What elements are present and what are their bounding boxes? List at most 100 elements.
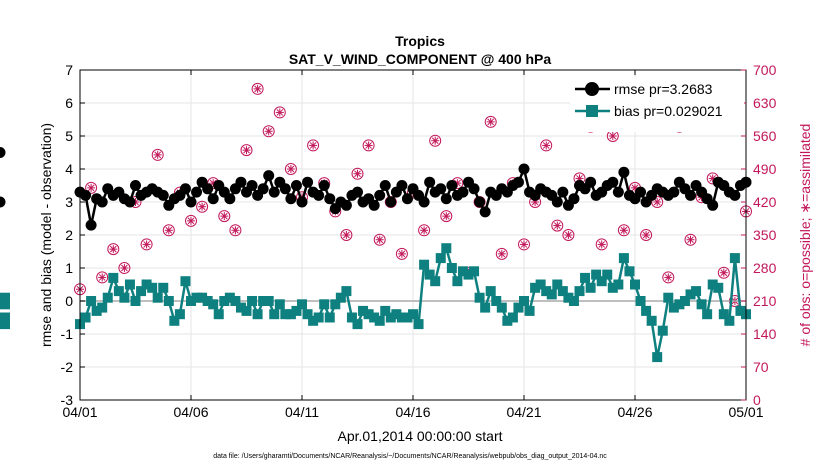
y-tick-label-right: 630	[753, 95, 777, 111]
legend-rmse-label: rmse pr=3.2683	[614, 81, 713, 97]
rmse-point	[302, 176, 314, 188]
rmse-point	[424, 176, 436, 188]
y-tick-label: -1	[61, 326, 74, 342]
bias-point	[0, 292, 10, 303]
bias-point	[0, 312, 10, 323]
rmse-point	[96, 196, 108, 208]
obs-possible-marker	[96, 271, 109, 284]
y-tick-label: -3	[61, 392, 74, 408]
bias-point	[602, 269, 613, 280]
bias-point	[480, 302, 491, 313]
bias-point	[663, 292, 674, 303]
bias-point	[524, 305, 535, 316]
bias-point	[341, 286, 352, 297]
bias-point	[496, 302, 507, 313]
y-tick-label-right: 700	[753, 62, 777, 78]
rmse-point	[385, 196, 397, 208]
bias-point	[241, 305, 252, 316]
obs-possible-marker	[185, 214, 197, 227]
legend-rmse-marker	[585, 82, 599, 96]
bias-point	[457, 266, 468, 277]
rmse-series	[0, 147, 752, 231]
bias-point	[630, 279, 640, 290]
obs-possible-marker	[684, 233, 697, 246]
bias-point	[86, 296, 97, 306]
obs-possible-marker	[85, 181, 98, 194]
obs-possible-marker	[429, 134, 442, 147]
obs-possible-marker	[273, 106, 286, 119]
rmse-point	[191, 186, 203, 198]
obs-possible-marker	[240, 144, 253, 157]
legend: rmse pr=3.2683 bias pr=0.029021	[570, 77, 744, 132]
bias-point	[657, 325, 668, 336]
rmse-point	[551, 196, 563, 208]
rmse-point	[668, 186, 680, 198]
rmse-point	[179, 183, 191, 195]
bias-point	[408, 309, 418, 320]
rmse-point	[207, 193, 219, 205]
rmse-point	[285, 193, 297, 205]
bias-point	[297, 299, 307, 310]
x-tick-label: 04/01	[62, 404, 97, 420]
bias-point	[419, 259, 430, 270]
bias-point	[635, 296, 646, 306]
x-axis-label: Apr.01,2014 00:00:00 start	[337, 428, 502, 444]
bias-point	[691, 286, 702, 297]
bias-point	[158, 282, 169, 293]
bias-point	[263, 296, 274, 306]
rmse-point	[80, 189, 92, 201]
bias-point	[685, 289, 696, 300]
rmse-point	[0, 196, 6, 208]
bias-point	[441, 243, 452, 254]
rmse-point	[568, 193, 580, 205]
obs-possible-marker	[218, 210, 231, 223]
bias-point	[674, 299, 685, 310]
obs-possible-marker	[373, 233, 386, 246]
rmse-point	[435, 183, 447, 195]
bias-point	[252, 309, 263, 320]
bias-point	[369, 312, 380, 323]
bias-point	[130, 296, 141, 306]
bias-point	[186, 296, 196, 306]
obs-possible-marker	[162, 224, 175, 237]
rmse-point	[379, 180, 391, 191]
bias-point	[285, 309, 296, 320]
bias-point	[319, 299, 330, 310]
bias-point	[724, 315, 735, 326]
bias-point	[613, 279, 624, 290]
bias-point	[174, 309, 185, 320]
bias-point	[435, 253, 446, 264]
x-tick-label: 04/16	[395, 404, 430, 420]
rmse-point	[340, 199, 352, 211]
bias-point	[380, 305, 391, 316]
obs-possible-marker	[307, 139, 320, 152]
obs-possible-marker	[640, 229, 653, 241]
bias-point	[313, 312, 324, 323]
bias-point	[113, 286, 124, 297]
y-tick-label: 7	[65, 62, 73, 78]
chart-title: Tropics	[395, 33, 445, 49]
bias-point	[557, 286, 568, 297]
bias-point	[596, 276, 607, 287]
bias-point	[346, 312, 357, 323]
rmse-point	[707, 199, 719, 211]
obs-possible-marker	[351, 167, 364, 180]
bias-point	[308, 315, 319, 326]
obs-possible-marker	[196, 200, 209, 213]
obs-possible-marker	[251, 82, 264, 95]
bias-point	[385, 312, 396, 323]
bias-point	[463, 269, 474, 280]
bias-point	[424, 269, 435, 280]
ticks-layer: 04/01 04/06 04/11 04/16 04/21 04/26 05/01 -3 -2 -…	[61, 62, 777, 420]
bias-point	[641, 305, 652, 316]
bias-point	[391, 309, 402, 320]
bias-point	[696, 299, 707, 310]
rmse-point	[468, 183, 480, 195]
rmse-point	[268, 186, 280, 198]
x-tick-label: 05/01	[728, 404, 763, 420]
y-tick-label: 6	[65, 95, 73, 111]
bias-point	[702, 309, 713, 320]
bias-point	[97, 302, 108, 313]
bias-point	[352, 319, 363, 330]
